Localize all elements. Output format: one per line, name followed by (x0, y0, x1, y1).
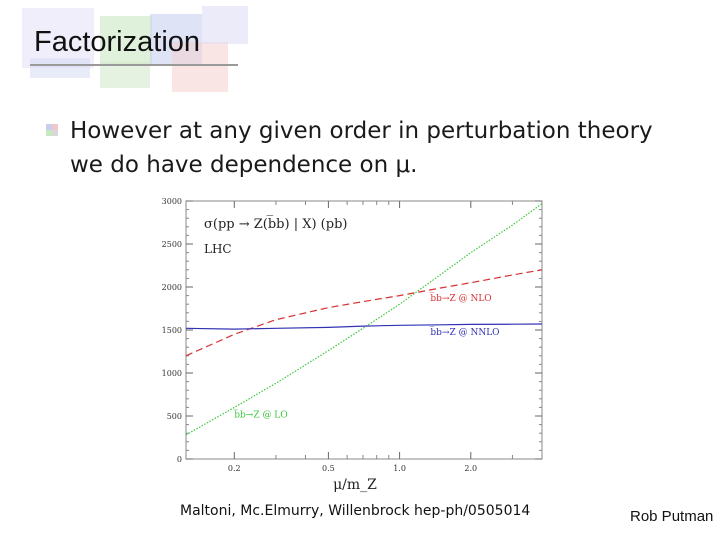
y-tick-label: 0 (177, 455, 182, 464)
x-axis-label: μ/m_Z (333, 477, 377, 493)
series-label-0: b̅b→Z @ LO (233, 409, 288, 421)
author-badge: Rob Putman (630, 508, 714, 525)
plot-frame (185, 200, 543, 460)
x-tick-label: 0.2 (228, 464, 241, 473)
y-tick-label: 2000 (162, 283, 182, 292)
chart-subtitle: LHC (204, 242, 232, 256)
bullet-text: However at any given order in perturbati… (70, 118, 653, 178)
decor-square-lavender-2 (202, 6, 248, 44)
series-label-1: b̅b→Z @ NLO (429, 292, 492, 304)
cross-section-chart: 0 500 1000 1500 2000 2500 3000 0.2 0.5 1.0 2.0 b̅b… (162, 197, 543, 493)
x-tick-label: 0.5 (322, 464, 335, 473)
chart-title: σ(pp → Z(b̅b) | X) (pb) (204, 215, 347, 232)
x-tick-label: 2.0 (464, 464, 477, 473)
decor-square-green-2 (100, 62, 150, 88)
series-line-0 (185, 203, 543, 436)
y-tick-label: 1500 (162, 326, 182, 335)
series-label-2: b̅b→Z @ NNLO (429, 326, 499, 338)
decor-square-blue-2 (30, 58, 90, 78)
x-tick-label: 1.0 (393, 464, 406, 473)
bullet-icon (46, 124, 58, 136)
title-underline (30, 64, 238, 66)
decor-square-pink (172, 42, 228, 92)
series-line-1 (185, 269, 543, 357)
citation-text: Maltoni, Mc.Elmurry, Willenbrock hep-ph/… (180, 503, 531, 519)
slide-title: Factorization (34, 26, 201, 58)
y-tick-label: 3000 (162, 197, 182, 206)
y-tick-label: 500 (167, 412, 182, 421)
y-tick-label: 2500 (162, 240, 182, 249)
decor-square-green (100, 16, 152, 64)
y-tick-label: 1000 (162, 369, 182, 378)
series-line-2 (185, 323, 543, 330)
